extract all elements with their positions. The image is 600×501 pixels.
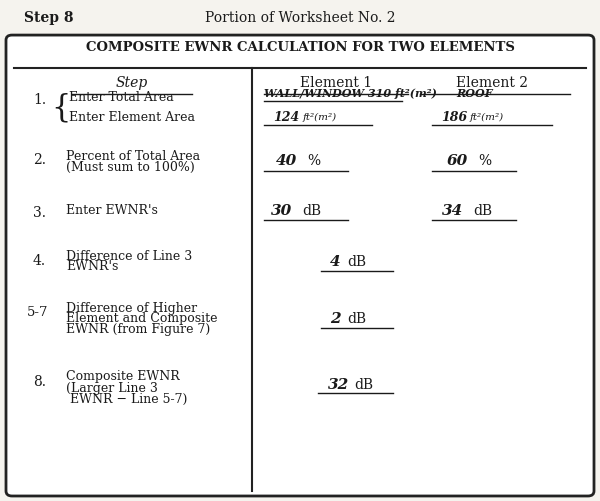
Text: EWNR (from Figure 7): EWNR (from Figure 7) — [66, 323, 210, 336]
Text: COMPOSITE EWNR CALCULATION FOR TWO ELEMENTS: COMPOSITE EWNR CALCULATION FOR TWO ELEME… — [86, 41, 514, 54]
Text: dB: dB — [347, 312, 366, 326]
Text: Enter Total Area: Enter Total Area — [69, 91, 174, 104]
Text: 2.: 2. — [33, 153, 46, 167]
Text: 2: 2 — [330, 312, 341, 326]
Text: dB: dB — [473, 204, 493, 218]
Text: {: { — [51, 92, 70, 123]
Text: dB: dB — [302, 204, 322, 218]
Text: EWNR − Line 5-7): EWNR − Line 5-7) — [66, 393, 187, 406]
Text: ft²(m²): ft²(m²) — [303, 113, 337, 122]
Text: 60: 60 — [447, 154, 468, 168]
Text: %: % — [307, 154, 320, 168]
Text: 186: 186 — [441, 111, 467, 124]
Text: Enter Element Area: Enter Element Area — [69, 111, 195, 124]
Text: 124: 124 — [273, 111, 299, 124]
Text: 40: 40 — [276, 154, 297, 168]
Text: (Must sum to 100%): (Must sum to 100%) — [66, 161, 195, 174]
Text: Element 2: Element 2 — [456, 76, 528, 90]
Text: ROOF: ROOF — [456, 88, 493, 99]
Text: 5-7: 5-7 — [27, 306, 49, 319]
Text: dB: dB — [354, 378, 373, 392]
Text: Step 8: Step 8 — [24, 11, 74, 25]
Text: %: % — [478, 154, 491, 168]
Text: EWNR's: EWNR's — [66, 260, 118, 273]
Text: Portion of Worksheet No. 2: Portion of Worksheet No. 2 — [205, 11, 395, 25]
Text: 3.: 3. — [33, 206, 46, 220]
FancyBboxPatch shape — [6, 35, 594, 496]
Text: 8.: 8. — [33, 375, 46, 389]
Text: Difference of Line 3: Difference of Line 3 — [66, 250, 192, 263]
Text: WALL/WINDOW 310 ft²(m²): WALL/WINDOW 310 ft²(m²) — [264, 88, 437, 99]
Text: 32: 32 — [328, 378, 349, 392]
Text: Enter EWNR's: Enter EWNR's — [66, 204, 158, 217]
Text: 4.: 4. — [33, 254, 46, 268]
Text: ft²(m²): ft²(m²) — [469, 113, 503, 122]
Text: 30: 30 — [271, 204, 292, 218]
Text: Percent of Total Area: Percent of Total Area — [66, 150, 200, 163]
Text: dB: dB — [347, 255, 366, 269]
Text: Element 1: Element 1 — [300, 76, 372, 90]
Text: 1.: 1. — [33, 93, 46, 107]
Text: Step: Step — [116, 76, 148, 90]
Text: Element and Composite: Element and Composite — [66, 312, 218, 325]
Text: (Larger Line 3: (Larger Line 3 — [66, 382, 158, 395]
Text: Composite EWNR: Composite EWNR — [66, 370, 180, 383]
Text: Difference of Higher: Difference of Higher — [66, 302, 197, 315]
Text: 4: 4 — [330, 255, 341, 269]
Text: 34: 34 — [442, 204, 463, 218]
